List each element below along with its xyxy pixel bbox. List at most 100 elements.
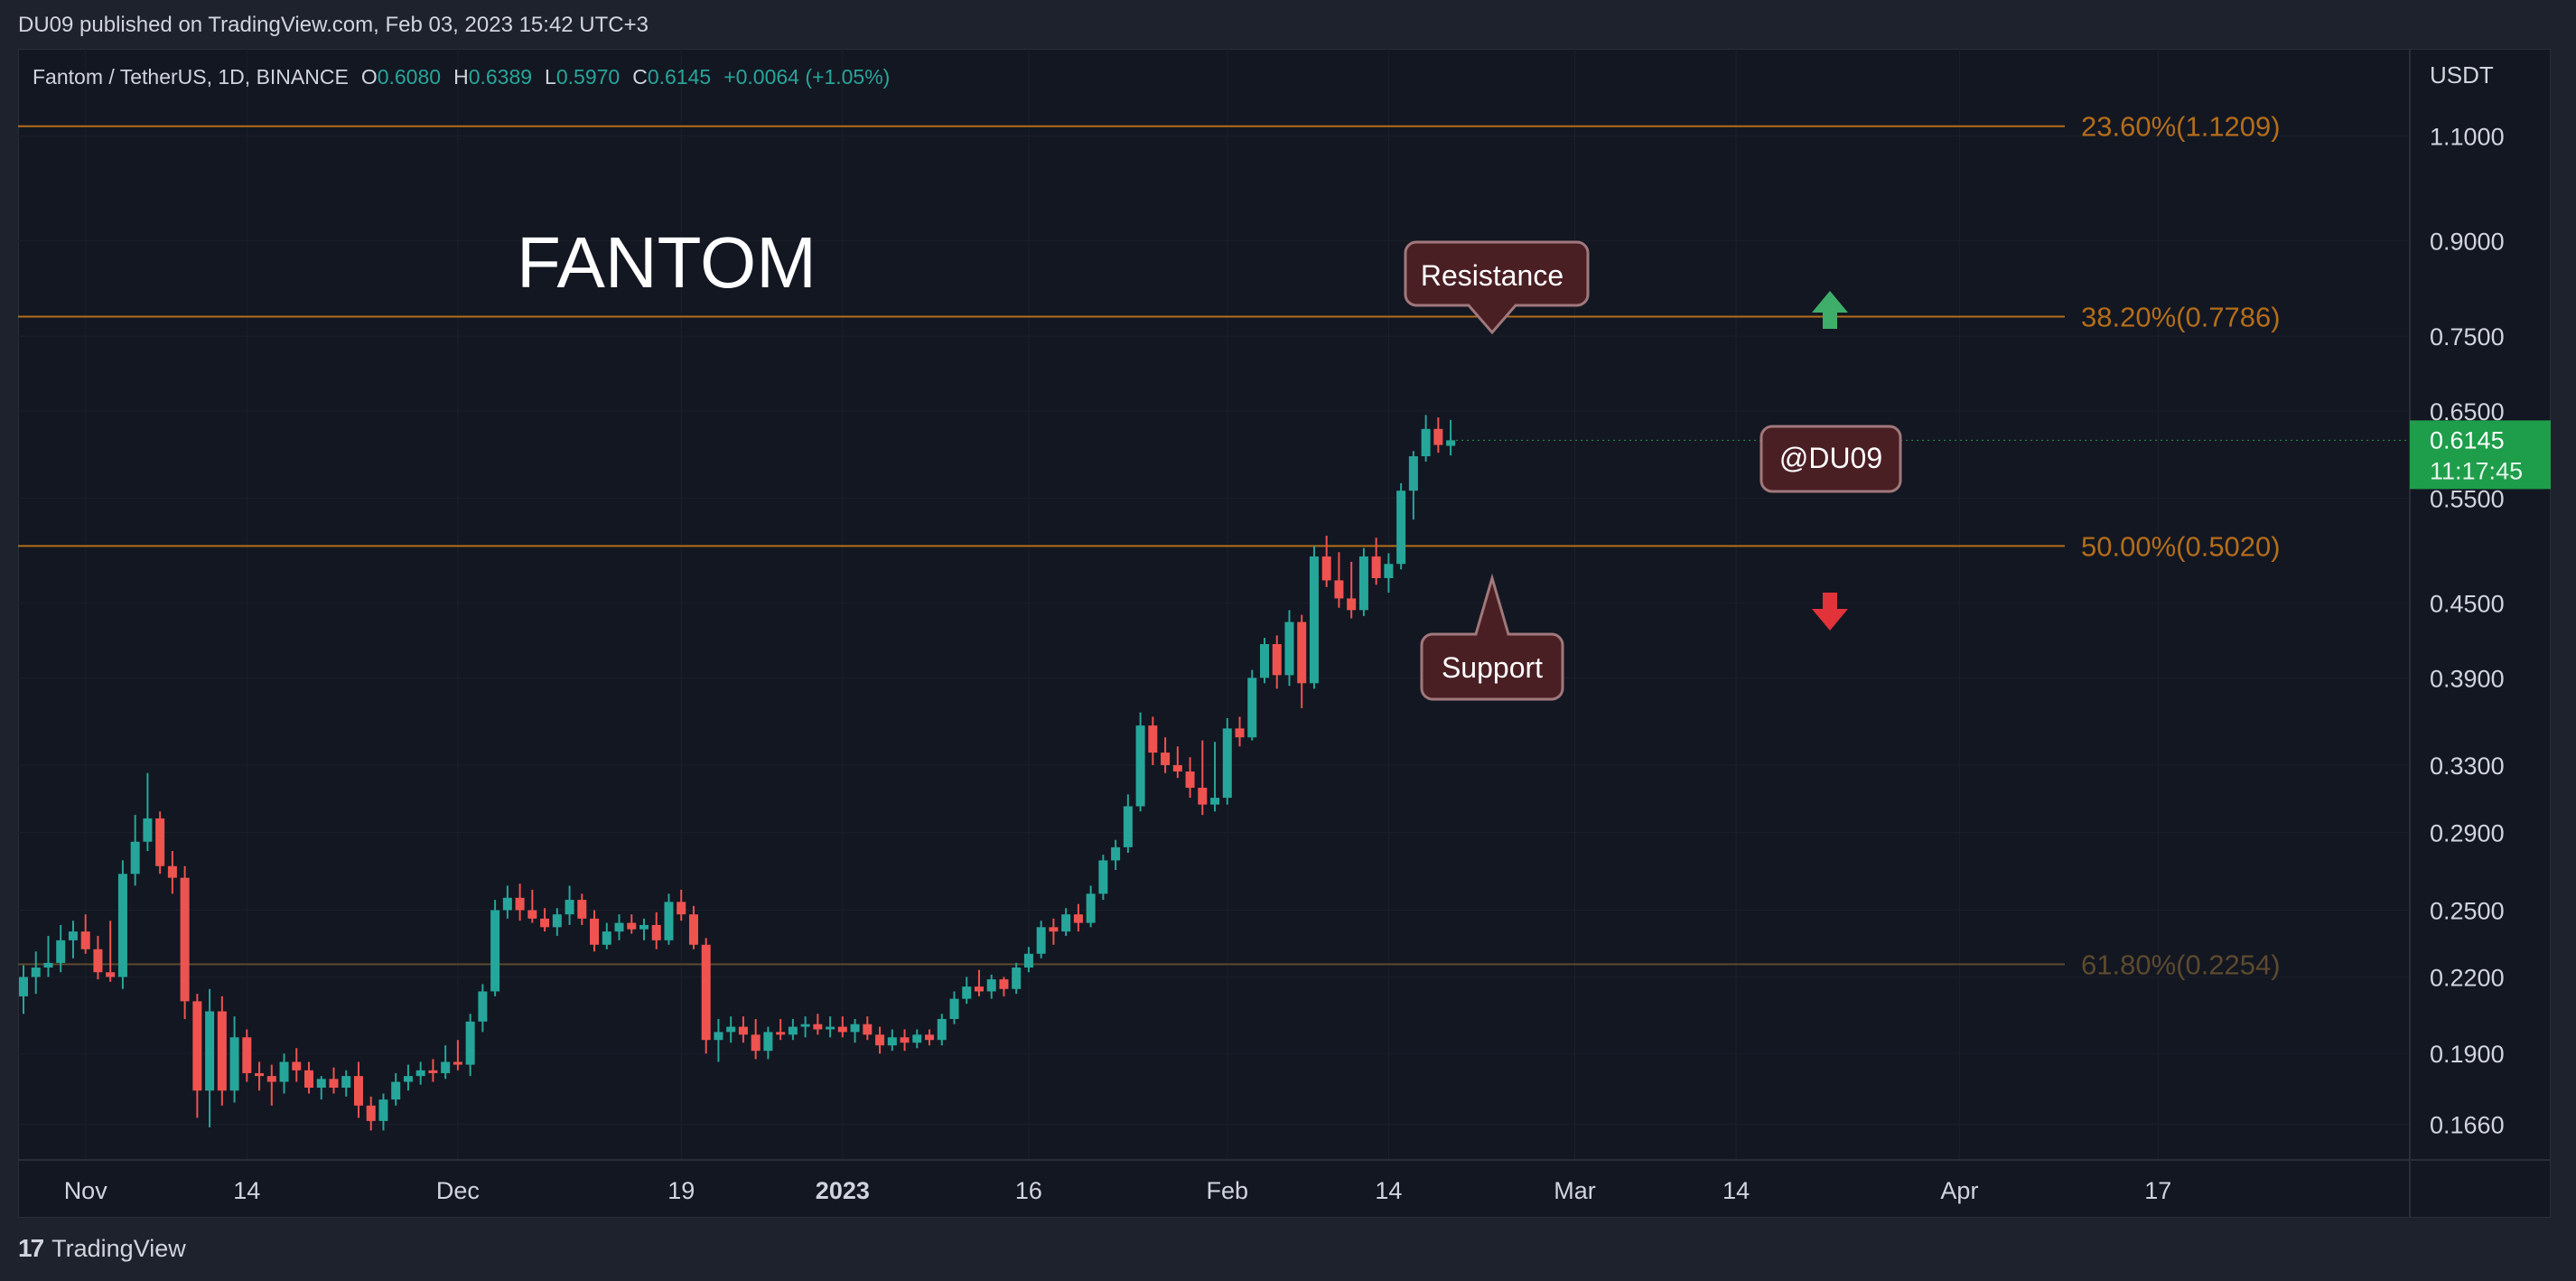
high-label: H [453,65,469,89]
candle-up [614,922,624,932]
candle-up [986,979,996,992]
candle-up [1135,725,1145,807]
candle-up [143,818,153,842]
candle-up [1098,860,1108,894]
candle-down [1049,927,1059,932]
tradingview-brand[interactable]: 17 TradingView [18,1234,186,1263]
candle-up [763,1032,773,1052]
time-tick-label: Apr [1940,1177,1978,1204]
candle-up [56,940,66,963]
candle-down [180,877,190,1002]
candle-down [1235,728,1245,738]
time-tick-label: 14 [1722,1177,1750,1204]
candle-down [366,1105,376,1121]
candle-down [1161,753,1171,765]
candle-up [43,962,53,968]
candle-up [602,931,611,945]
candle-up [205,1011,215,1091]
candle-up [391,1081,401,1100]
candle-up [1446,440,1456,446]
fib-label: 23.60%(1.1209) [2081,111,2281,143]
candle-up [1408,456,1418,491]
change-value: +0.0064 (+1.05%) [723,65,891,89]
candle-down [93,949,103,973]
candle-down [577,900,587,919]
watermark-label: @DU09 [1779,442,1882,474]
candle-up [726,1026,736,1033]
candle-down [1198,788,1208,805]
grid [18,49,2551,1218]
time-tick-label: 2023 [816,1177,870,1204]
candle-up [441,1061,451,1073]
candle-down [1185,771,1195,789]
candle-up [478,991,488,1022]
footer-bar [0,1218,2576,1281]
candle-up [465,1021,475,1065]
header-bar [0,0,2576,49]
candle-down [751,1034,761,1052]
candle-up [130,841,140,874]
low-value: 0.5970 [555,65,621,89]
candle-up [800,1024,810,1027]
price-tick-label: 0.7500 [2430,323,2505,351]
candle-up [1358,556,1368,611]
symbol-legend[interactable]: Fantom / TetherUS, 1D, BINANCE O0.6080 H0.… [33,65,890,89]
candle-up [1061,914,1071,932]
time-tick-label: Nov [64,1177,108,1204]
symbol-name: Fantom / TetherUS, 1D, BINANCE [33,65,349,89]
candles [19,415,1456,1131]
candle-up [1086,893,1096,923]
candle-up [1421,428,1431,457]
candle-down [1347,598,1357,611]
candle-down [155,818,165,866]
price-tick-label: 0.3300 [2430,753,2505,780]
candle-down [813,1024,823,1030]
candle-down [1433,428,1443,445]
candle-up [1384,564,1394,578]
brand-name: TradingView [51,1234,186,1262]
candle-down [677,902,686,915]
time-tick-label: Feb [1207,1177,1249,1204]
candle-down [266,1076,276,1082]
currency-label[interactable]: USDT [2430,61,2494,89]
time-tick-label: 14 [1375,1177,1402,1204]
candle-down [1073,914,1083,923]
price-tick-label: 1.1000 [2430,124,2505,151]
candle-up [403,1076,413,1082]
fib-label: 38.20%(0.7786) [2081,301,2281,332]
candle-down [167,865,177,878]
candle-down [217,1011,227,1091]
candle-down [106,972,116,977]
candle-up [490,910,500,992]
publish-info: DU09 published on TradingView.com, Feb 0… [18,13,649,37]
candle-down [192,1001,202,1091]
candle-up [1222,728,1232,799]
candle-up [341,1076,351,1088]
time-tick-label: 14 [233,1177,260,1204]
candle-down [540,918,550,928]
price-tick-label: 0.3900 [2430,665,2505,692]
candle-up [229,1037,239,1091]
price-tick-label: 0.1660 [2430,1111,2505,1138]
fib-levels: 23.60%(1.1209) 38.20%(0.7786) 50.00%(0.502… [18,111,2281,980]
chart-title-text: FANTOM [517,222,817,303]
candle-up [664,902,674,940]
candle-up [1036,927,1046,954]
candle-up [316,1079,326,1088]
candle-down [304,1070,314,1088]
annotations: FANTOM Resistance Support @DU09 [517,222,1902,701]
candle-down [688,914,698,945]
watermark-box [1759,425,1902,493]
time-tick-label: 19 [667,1177,695,1204]
resistance-callout [1404,240,1590,335]
candle-up [117,874,127,977]
candle-up [962,986,972,999]
candle-down [627,922,637,930]
candle-down [651,924,661,940]
candle-down [875,1034,885,1046]
tradingview-logo-icon: 17 [18,1234,44,1262]
time-tick-label: Dec [436,1177,480,1204]
candle-up [850,1024,860,1033]
fib-label: 61.80%(0.2254) [2081,949,2281,980]
